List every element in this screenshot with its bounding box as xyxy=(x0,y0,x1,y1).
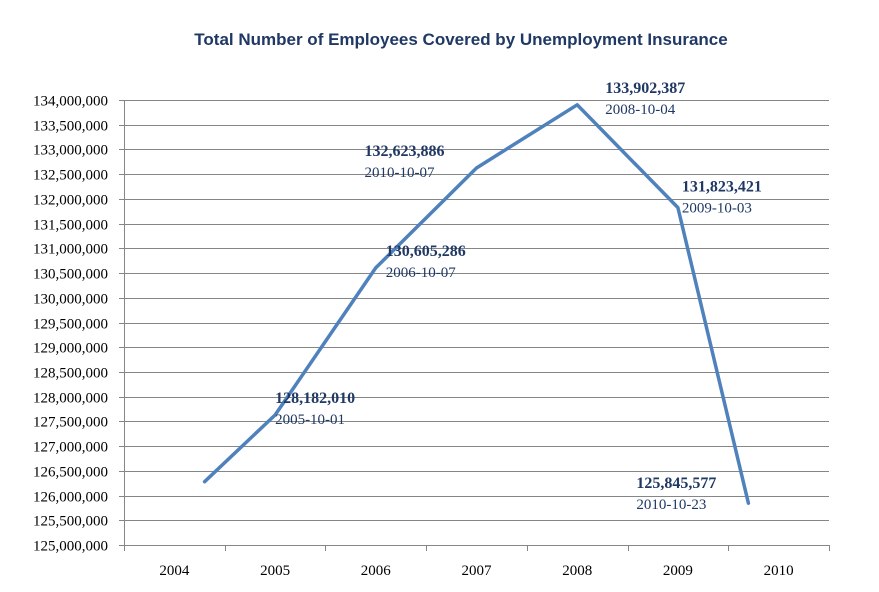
y-tick-label: 130,000,000 xyxy=(33,292,108,308)
y-tick-label: 129,500,000 xyxy=(33,317,108,333)
data-label-date: 2010-10-07 xyxy=(365,165,435,181)
y-tick-label: 132,500,000 xyxy=(33,168,108,184)
y-tick-label: 128,500,000 xyxy=(33,366,108,382)
x-axis-tick-labels: 2004 2005 2006 2007 2008 2009 2010 xyxy=(159,563,793,579)
data-label-date: 2010-10-23 xyxy=(636,497,706,513)
axes xyxy=(119,100,830,551)
y-tick-label: 125,000,000 xyxy=(33,539,108,555)
x-tick-label: 2010 xyxy=(764,563,794,579)
series-lines xyxy=(202,103,751,505)
x-tick-label: 2006 xyxy=(361,563,392,579)
gridlines xyxy=(124,100,829,521)
y-tick-label: 133,500,000 xyxy=(33,119,108,135)
data-label-value: 125,845,577 xyxy=(636,475,716,492)
y-tick-label: 125,500,000 xyxy=(33,514,108,530)
y-tick-label: 127,500,000 xyxy=(33,415,108,431)
data-label-date: 2008-10-04 xyxy=(605,102,675,118)
y-tick-label: 132,000,000 xyxy=(33,193,108,209)
data-labels: 128,182,010 2005-10-01 130,605,286 2006-10-… xyxy=(275,80,762,513)
x-tick-label: 2004 xyxy=(159,563,190,579)
y-tick-label: 126,500,000 xyxy=(33,465,108,481)
y-tick-label: 126,000,000 xyxy=(33,490,108,506)
data-label-date: 2005-10-01 xyxy=(275,412,345,428)
data-label-value: 132,623,886 xyxy=(365,143,445,160)
data-label-value: 133,902,387 xyxy=(605,80,685,97)
x-tick-label: 2005 xyxy=(260,563,290,579)
data-label-value: 131,823,421 xyxy=(682,179,762,196)
y-tick-label: 127,000,000 xyxy=(33,440,108,456)
y-tick-label: 130,500,000 xyxy=(33,267,108,283)
y-axis-tick-labels: 125,000,000 125,500,000 126,000,000 126,500… xyxy=(33,94,108,555)
x-tick-label: 2008 xyxy=(562,563,592,579)
series-line xyxy=(202,103,751,505)
data-label-date: 2006-10-07 xyxy=(386,265,456,281)
y-tick-label: 128,000,000 xyxy=(33,391,108,407)
y-tick-label: 131,500,000 xyxy=(33,218,108,234)
data-label-value: 128,182,010 xyxy=(275,390,355,407)
y-tick-label: 131,000,000 xyxy=(33,242,108,258)
y-tick-label: 134,000,000 xyxy=(33,94,108,110)
x-tick-label: 2009 xyxy=(663,563,693,579)
x-tick-label: 2007 xyxy=(462,563,493,579)
data-label-date: 2009-10-03 xyxy=(682,201,752,217)
data-label-value: 130,605,286 xyxy=(386,243,466,260)
y-tick-label: 129,000,000 xyxy=(33,341,108,357)
chart-title: Total Number of Employees Covered by Une… xyxy=(194,30,727,49)
y-tick-label: 133,000,000 xyxy=(33,143,108,159)
